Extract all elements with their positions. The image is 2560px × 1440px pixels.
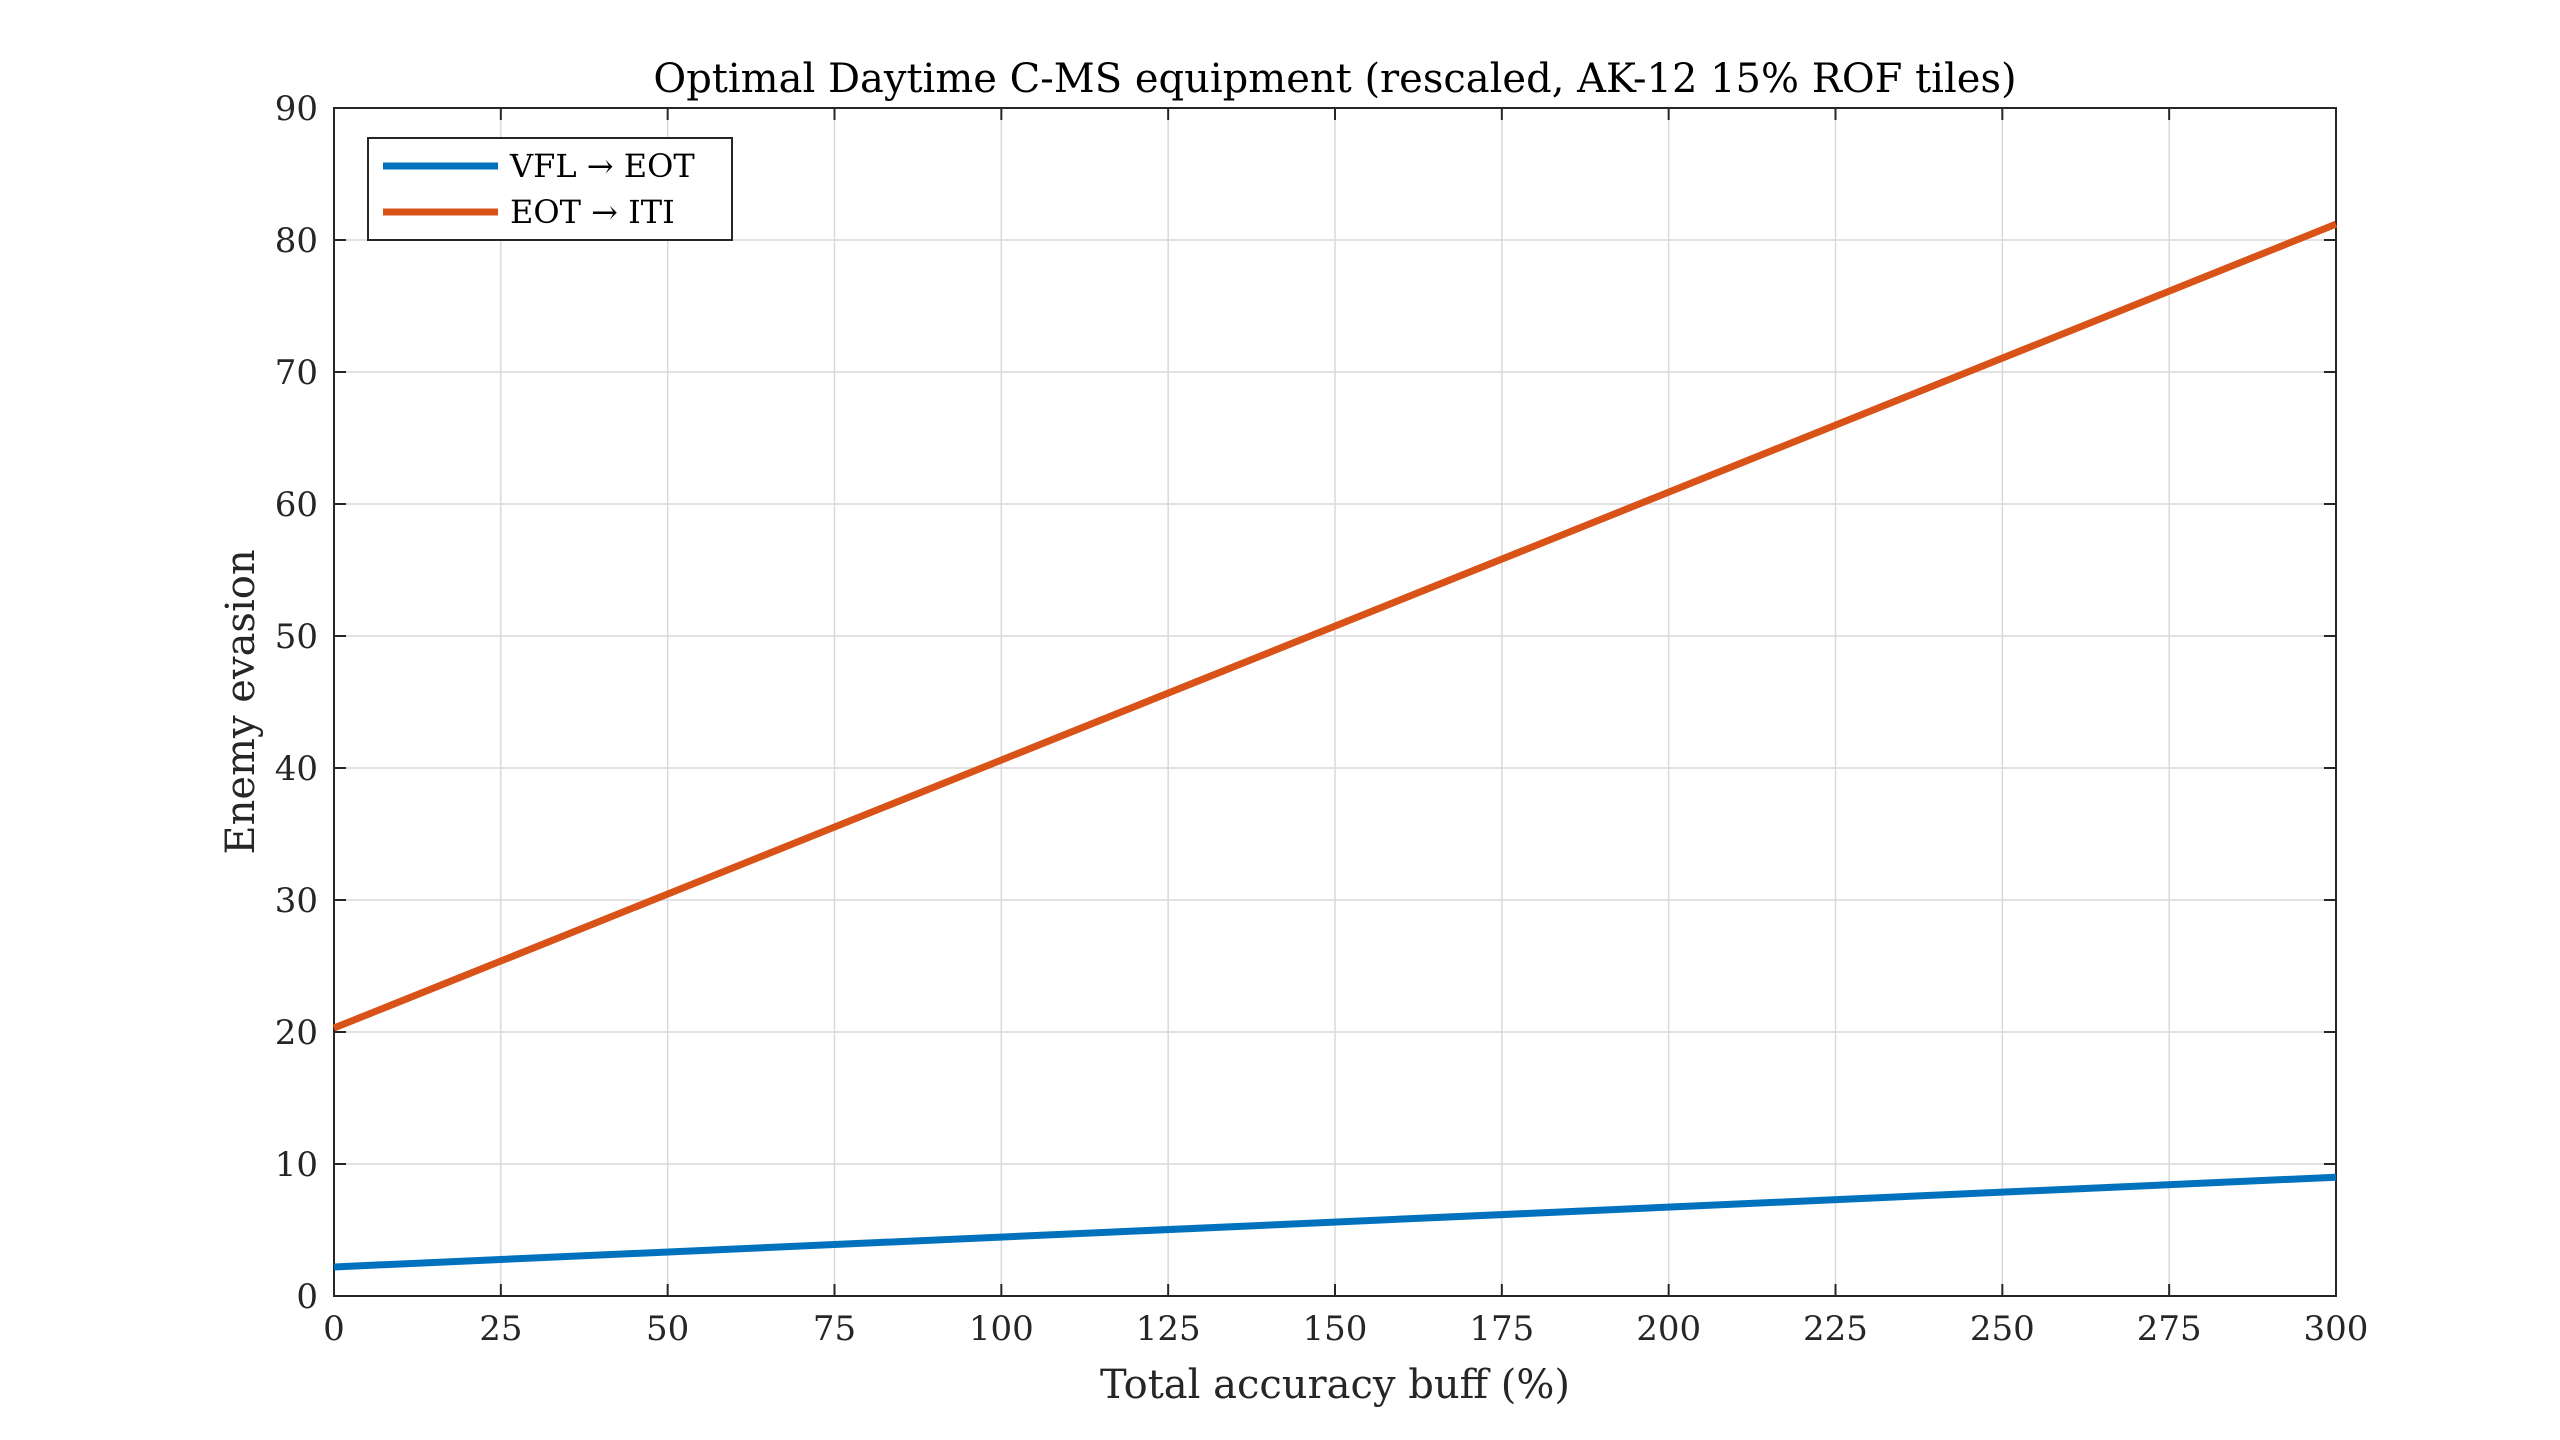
grid (333, 107, 2337, 1297)
x-tick-label: 25 (479, 1309, 522, 1349)
y-tick-label: 30 (275, 881, 318, 921)
y-tick-label: 80 (275, 221, 318, 261)
legend-label-eot-iti: EOT → ITI (510, 193, 675, 231)
legend-label-vfl-eot: VFL → EOT (509, 147, 695, 185)
x-tick-label: 250 (1970, 1309, 2035, 1349)
x-tick-label: 100 (969, 1309, 1034, 1349)
x-tick-label: 0 (323, 1309, 345, 1349)
series-group (332, 220, 2338, 1271)
x-tick-label: 75 (813, 1309, 856, 1349)
tick-labels: 0 25 50 75 100 125 150 175 200 225 250 275 300 0 10 20 3… (275, 89, 2369, 1349)
x-tick-label: 275 (2137, 1309, 2202, 1349)
y-tick-label: 50 (275, 617, 318, 657)
y-tick-label: 0 (296, 1277, 318, 1317)
y-tick-label: 60 (275, 485, 318, 525)
y-tick-label: 20 (275, 1013, 318, 1053)
x-tick-label: 125 (1136, 1309, 1201, 1349)
y-axis-title: Enemy evasion (218, 549, 264, 854)
x-axis-title: Total accuracy buff (%) (1100, 1362, 1570, 1408)
x-tick-label: 150 (1303, 1309, 1368, 1349)
x-tick-label: 175 (1469, 1309, 1534, 1349)
x-tick-label: 300 (2304, 1309, 2369, 1349)
chart-title: Optimal Daytime C-MS equipment (rescaled… (653, 56, 2016, 102)
legend-box (367, 137, 733, 241)
y-tick-label: 10 (275, 1145, 318, 1185)
y-tick-label: 90 (275, 89, 318, 129)
series-line-vfl-eot (333, 1173, 2337, 1271)
x-tick-label: 225 (1803, 1309, 1868, 1349)
x-tick-label: 200 (1636, 1309, 1701, 1349)
x-tick-label: 50 (646, 1309, 689, 1349)
ticks (333, 107, 2337, 1297)
legend: VFL → EOT EOT → ITI (367, 137, 733, 241)
y-tick-label: 70 (275, 353, 318, 393)
series-line-eot-iti (332, 220, 2338, 1032)
y-tick-label: 40 (275, 749, 318, 789)
